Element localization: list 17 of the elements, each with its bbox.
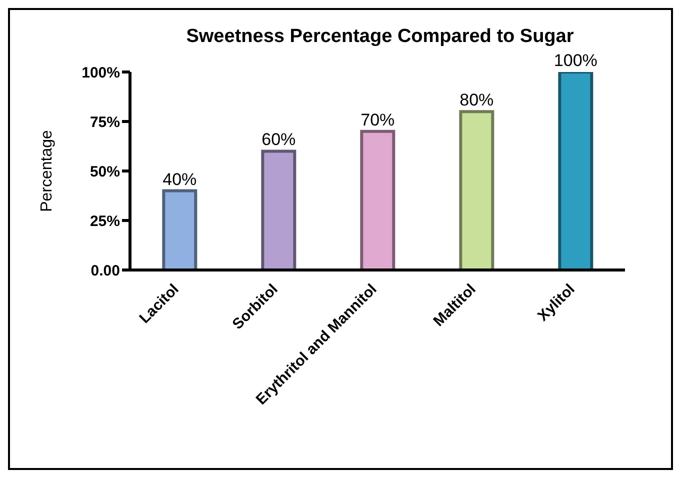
y-tick-label: 75% <box>90 114 120 131</box>
data-label: 40% <box>162 170 197 189</box>
data-label: 70% <box>360 110 395 130</box>
bar <box>162 189 198 270</box>
bar <box>558 72 594 270</box>
data-label: 100% <box>554 51 598 70</box>
data-label: 80% <box>460 90 494 110</box>
chart-title: Sweetness Percentage Compared to Sugar <box>186 26 574 47</box>
y-tick-label: 100% <box>82 64 120 82</box>
y-tick-label: 0.00 <box>90 262 120 280</box>
y-tick-label: 25% <box>90 212 120 230</box>
y-axis-title: Percentage <box>38 130 56 212</box>
data-label: 60% <box>262 130 296 150</box>
bar <box>459 110 494 270</box>
y-tick-label: 50% <box>90 163 120 180</box>
bar <box>261 150 296 270</box>
bar <box>360 130 396 270</box>
